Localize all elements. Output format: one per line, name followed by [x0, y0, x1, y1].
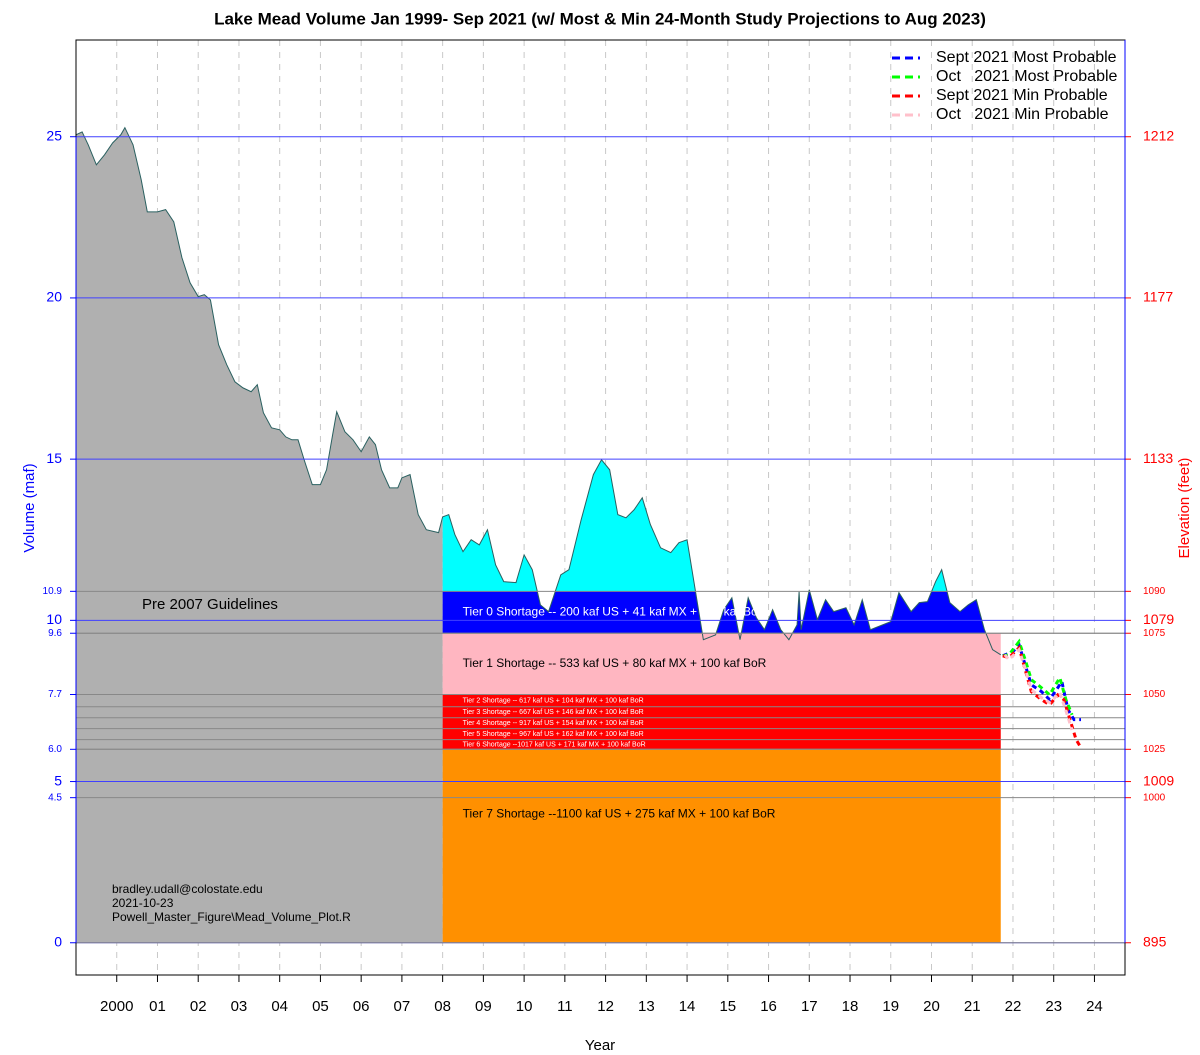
- x-tick-label: 14: [679, 998, 696, 1015]
- y2-tick-label: 895: [1143, 933, 1167, 949]
- projection-line: [1002, 638, 1074, 716]
- tier-band: [442, 739, 1001, 750]
- tier-label: Tier 5 Shortage -- 967 kaf US + 162 kaf …: [463, 731, 644, 738]
- projection-line: [1002, 641, 1081, 722]
- x-tick-label: 07: [394, 998, 411, 1015]
- x-tick-label: 02: [190, 998, 207, 1015]
- tier-label: Tier 0 Shortage -- 200 kaf US + 41 kaf M…: [463, 604, 767, 618]
- tier-band: [442, 749, 1001, 943]
- x-axis-label: Year: [585, 1037, 615, 1054]
- tier-band: [442, 706, 1001, 718]
- y-tick-label: 25: [46, 127, 62, 143]
- volume-line: [75, 126, 1002, 656]
- credit: Powell_Master_Figure\Mead_Volume_Plot.R: [112, 910, 351, 924]
- x-tick-label: 04: [271, 998, 288, 1015]
- x-tick-label: 22: [1005, 998, 1022, 1015]
- x-tick-label: 19: [882, 998, 899, 1015]
- chart-title: Lake Mead Volume Jan 1999- Sep 2021 (w/ …: [214, 9, 986, 28]
- y-tick-label: 15: [46, 450, 62, 466]
- x-tick-label: 06: [353, 998, 370, 1015]
- annotation: Pre 2007 Guidelines: [142, 596, 278, 613]
- x-tick-label: 20: [923, 998, 940, 1015]
- tier-band: [442, 633, 1001, 695]
- legend-label: Oct 2021 Most Probable: [936, 68, 1118, 85]
- credit: bradley.udall@colostate.edu: [112, 882, 263, 896]
- y-tick-label: 5: [54, 772, 62, 788]
- x-tick-label: 01: [149, 998, 166, 1015]
- tier-label: Tier 1 Shortage -- 533 kaf US + 80 kaf M…: [463, 656, 767, 670]
- y-tick-label: 0: [54, 933, 62, 949]
- x-tick-label: 24: [1086, 998, 1103, 1015]
- tier-label: Tier 4 Shortage -- 917 kaf US + 154 kaf …: [463, 720, 644, 727]
- tier-label: Tier 7 Shortage --1100 kaf US + 275 kaf …: [463, 806, 776, 820]
- x-tick-label: 09: [475, 998, 492, 1015]
- tier-band: [442, 694, 1001, 707]
- legend-label: Sept 2021 Min Probable: [936, 87, 1108, 104]
- y2-tick-label: 1212: [1143, 127, 1174, 143]
- x-tick-label: 23: [1045, 998, 1062, 1015]
- tier-band: [442, 717, 1001, 729]
- x-tick-label: 21: [964, 998, 981, 1015]
- y2-tick-label: 1025: [1143, 744, 1166, 755]
- y2-tick-label: 1090: [1143, 586, 1166, 597]
- y2-tick-label: 1050: [1143, 689, 1166, 700]
- projection-line: [1003, 646, 1074, 731]
- x-tick-label: 18: [842, 998, 859, 1015]
- tier-label: Tier 6 Shortage --1017 kaf US + 171 kaf …: [463, 741, 646, 748]
- x-tick-label: 11: [557, 998, 573, 1015]
- y-tick-label: 6.0: [48, 744, 62, 755]
- x-tick-label: 10: [516, 998, 533, 1015]
- credit: 2021-10-23: [112, 896, 174, 910]
- y2-tick-label: 1000: [1143, 792, 1166, 803]
- x-tick-label: 05: [312, 998, 329, 1015]
- x-tick-label: 2000: [100, 998, 133, 1015]
- y2-tick-label: 1177: [1143, 289, 1173, 305]
- plot: Tier 0 Shortage -- 200 kaf US + 41 kaf M…: [43, 39, 1174, 1015]
- x-tick-label: 12: [597, 998, 614, 1015]
- y-tick-label: 7.7: [48, 689, 62, 700]
- y-tick-label: 9.6: [48, 628, 62, 639]
- legend-label: Oct 2021 Min Probable: [936, 106, 1109, 123]
- y2-tick-label: 1133: [1143, 450, 1173, 466]
- tier-band: [442, 728, 1001, 740]
- x-tick-label: 15: [719, 998, 736, 1015]
- legend-label: Sept 2021 Most Probable: [936, 49, 1117, 66]
- y2-tick-label: 1075: [1143, 628, 1166, 639]
- x-tick-label: 16: [760, 998, 777, 1015]
- y-axis-label: Volume (maf): [21, 463, 38, 552]
- y-tick-label: 20: [46, 289, 62, 305]
- y2-tick-label: 1009: [1143, 772, 1174, 788]
- x-tick-label: 13: [638, 998, 655, 1015]
- x-tick-label: 03: [231, 998, 248, 1015]
- x-tick-label: 17: [801, 998, 818, 1015]
- y-tick-label: 10: [46, 611, 62, 627]
- x-tick-label: 08: [434, 998, 451, 1015]
- pre-area: [76, 127, 443, 943]
- y-tick-label: 10.9: [43, 586, 63, 597]
- y-tick-label: 4.5: [48, 792, 62, 803]
- y2-tick-label: 1079: [1143, 611, 1174, 627]
- tier-label: Tier 3 Shortage -- 667 kaf US + 146 kaf …: [463, 709, 644, 716]
- surplus-area: [442, 127, 1001, 592]
- tier-label: Tier 2 Shortage -- 617 kaf US + 104 kaf …: [463, 697, 644, 704]
- y2-axis-label: Elevation (feet): [1176, 458, 1193, 559]
